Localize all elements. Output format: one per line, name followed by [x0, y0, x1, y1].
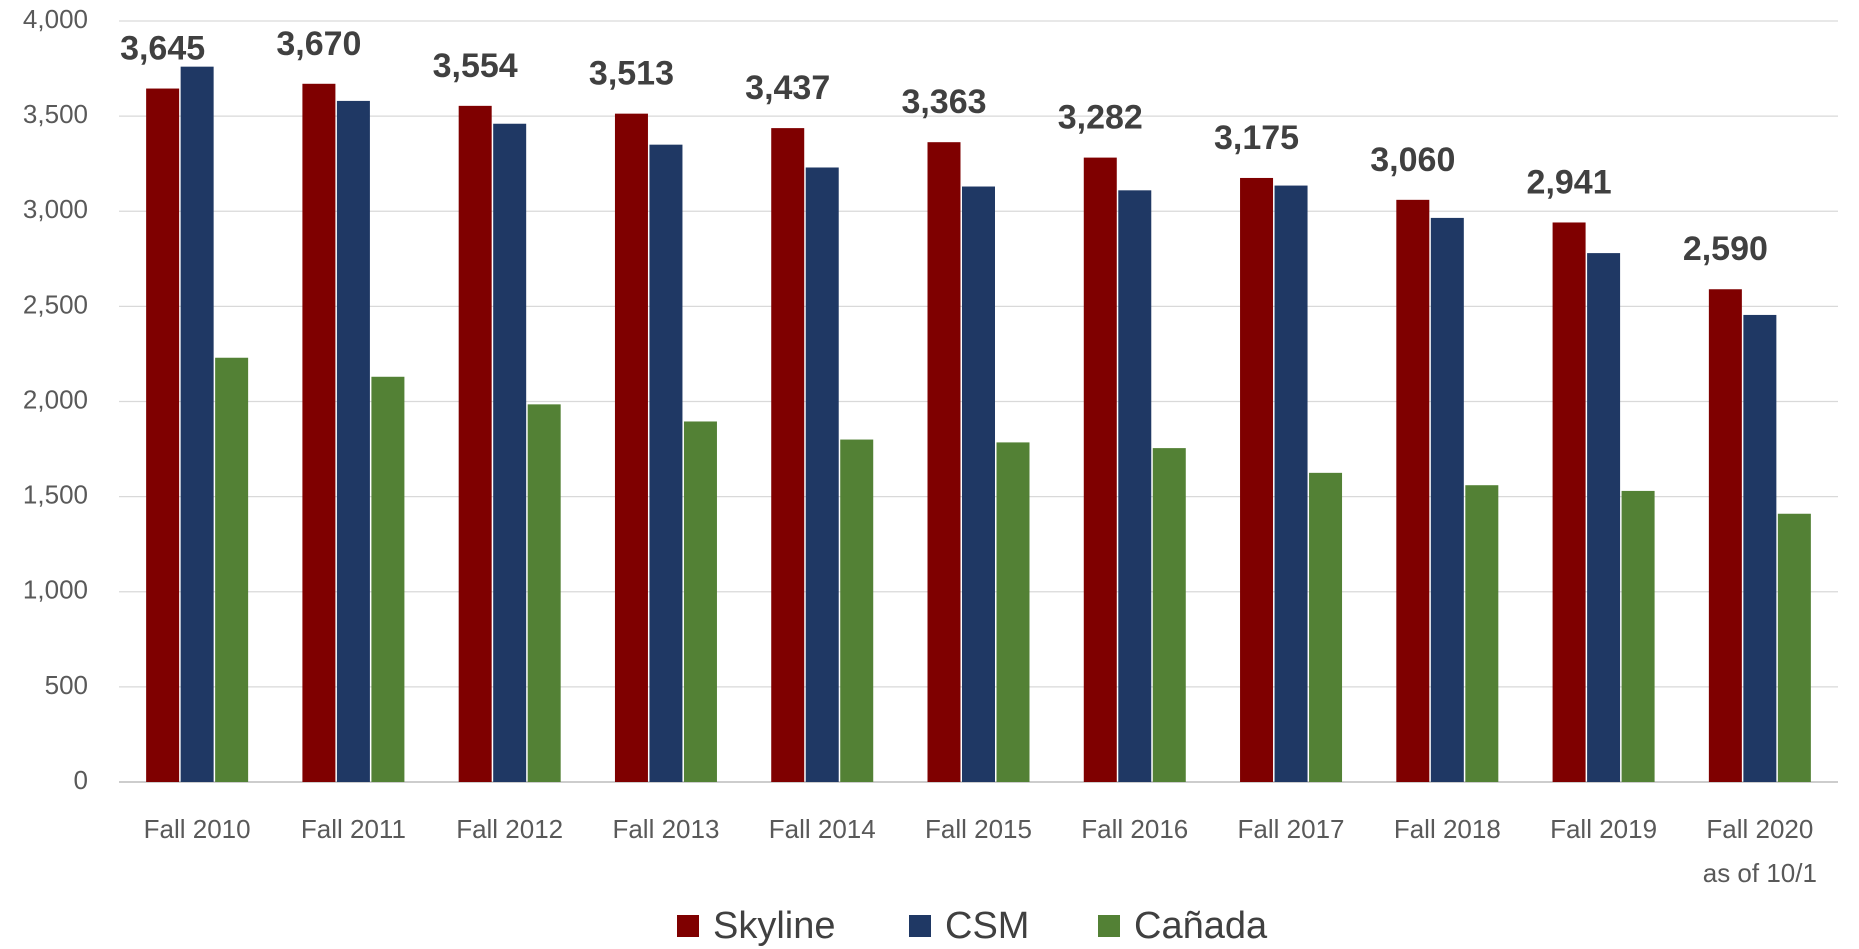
x-tick-label: Fall 2010 — [144, 814, 251, 844]
data-label: 3,282 — [1058, 99, 1143, 137]
bar — [180, 66, 214, 782]
bar — [962, 186, 995, 782]
data-label: 3,645 — [120, 30, 205, 68]
y-tick-label: 4,000 — [23, 4, 88, 34]
data-label: 2,941 — [1527, 163, 1612, 201]
x-tick-label: Fall 2015 — [925, 814, 1032, 844]
bar — [840, 439, 874, 782]
x-tick-label: Fall 2013 — [612, 814, 719, 844]
bar — [336, 100, 370, 782]
bar — [215, 357, 249, 782]
bar — [1552, 222, 1586, 783]
data-label: 3,060 — [1370, 141, 1455, 179]
x-tick-label: Fall 2014 — [769, 814, 876, 844]
y-tick-label: 0 — [74, 765, 88, 795]
bar — [1152, 448, 1186, 782]
data-label: 3,670 — [276, 25, 361, 63]
bar — [683, 421, 717, 782]
x-tick-label: Fall 2019 — [1550, 814, 1657, 844]
data-label: 3,363 — [901, 83, 986, 121]
bar — [371, 376, 405, 782]
data-label: 2,590 — [1683, 230, 1768, 268]
x-tick-label: Fall 2020 as of 10/1 — [1703, 814, 1817, 888]
y-tick-label: 1,000 — [23, 575, 88, 605]
x-tick-label: Fall 2012 — [456, 814, 563, 844]
bar — [146, 88, 180, 782]
bar — [1587, 253, 1621, 783]
bar — [1118, 190, 1152, 782]
x-tick-label: Fall 2018 — [1394, 814, 1501, 844]
bar — [1274, 185, 1308, 782]
x-tick-label: Fall 2011 — [301, 814, 406, 844]
data-label: 3,554 — [433, 47, 518, 85]
bar — [1465, 485, 1499, 782]
bar — [527, 404, 561, 782]
data-label: 3,437 — [745, 69, 830, 107]
y-tick-label: 3,000 — [23, 194, 88, 224]
bar — [614, 113, 648, 783]
data-label: 3,175 — [1214, 119, 1299, 157]
legend-swatch — [677, 915, 699, 937]
bar — [1309, 472, 1343, 782]
bar — [649, 144, 683, 783]
bar — [1708, 289, 1742, 782]
bar — [1621, 490, 1655, 782]
data-label: 3,513 — [589, 55, 674, 93]
bar — [1240, 177, 1274, 783]
bar — [493, 123, 527, 783]
legend-label: Cañada — [1134, 905, 1268, 947]
x-tick-label: Fall 2016 — [1081, 814, 1188, 844]
legend-swatch — [1098, 915, 1120, 937]
y-tick-label: 2,500 — [23, 289, 88, 319]
bar — [1396, 199, 1430, 782]
bar — [302, 83, 336, 783]
bar — [771, 128, 805, 783]
bar — [996, 442, 1030, 782]
bar — [927, 142, 961, 782]
y-tick-label: 500 — [45, 670, 88, 700]
legend-swatch — [909, 915, 931, 937]
bar — [1083, 157, 1117, 783]
y-tick-label: 1,500 — [23, 480, 88, 510]
bar — [1777, 513, 1811, 782]
y-tick-label: 2,000 — [23, 384, 88, 414]
x-tick-label: Fall 2017 — [1238, 814, 1345, 844]
bar — [1430, 217, 1464, 782]
y-tick-label: 3,500 — [23, 99, 88, 129]
bar — [805, 167, 839, 782]
bar — [1743, 314, 1777, 782]
bar — [458, 105, 492, 782]
legend-label: Skyline — [713, 905, 836, 947]
legend-label: CSM — [945, 905, 1029, 947]
